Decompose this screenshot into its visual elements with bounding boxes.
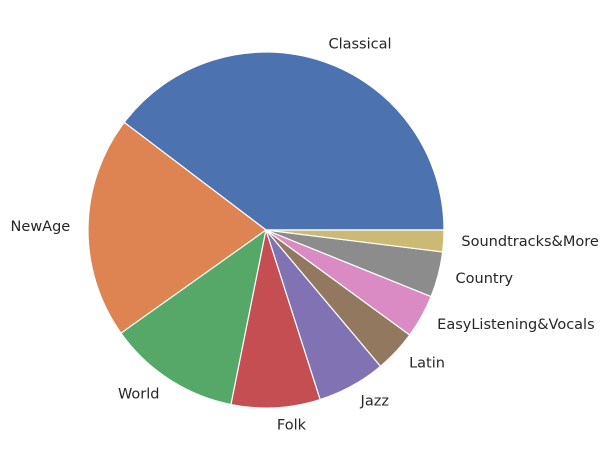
pie-slice-folk [230, 229, 321, 409]
pie-slice-classical [123, 51, 445, 231]
pie-label-classical: Classical [328, 36, 391, 52]
pie-label-easylistening-and-vocals: EasyListening&Vocals [437, 317, 594, 333]
pie-slice-soundtracks-and-more [265, 229, 445, 253]
pie-slice-world [120, 229, 267, 406]
pie-label-folk: Folk [277, 418, 307, 434]
pie-slices [87, 51, 445, 409]
pie-label-country: Country [456, 271, 514, 287]
pie-slice-newage [87, 121, 267, 334]
pie-label-newage: NewAge [11, 219, 71, 235]
pie-label-soundtracks-and-more: Soundtracks&More [461, 234, 598, 250]
pie-label-latin: Latin [409, 356, 445, 372]
pie-labels: Classical NewAge World Folk Jazz Latin EasyLis… [11, 36, 599, 433]
pie-label-world: World [118, 386, 160, 402]
pie-label-jazz: Jazz [360, 393, 389, 409]
